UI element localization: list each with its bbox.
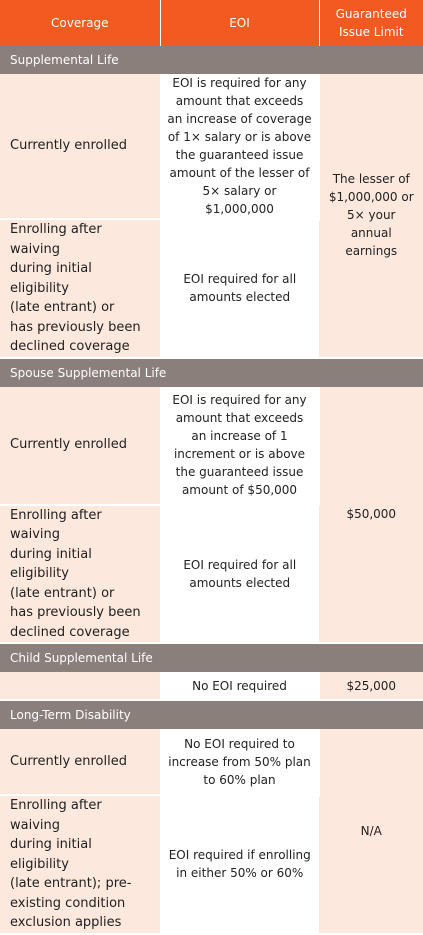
eoi-cell: EOI required for all amounts elected [160,504,319,644]
header-coverage: Coverage [0,0,161,46]
section-row-child-supplemental-life: Child Supplemental Life [0,643,423,672]
limit-cell: N/A [319,729,423,935]
coverage-cell: Currently enrolled [0,74,161,220]
header-guaranteed-issue-limit: Guaranteed Issue Limit [319,0,423,46]
limit-cell: The lesser of $1,000,000 or 5× your annu… [319,74,423,359]
coverage-cell: Currently enrolled [0,729,161,796]
section-row-spouse-supplemental-life: Spouse Supplemental Life [0,357,423,387]
table-row: Enrolling after waiving during initial e… [0,504,423,644]
eoi-cell: EOI is required for any amount that exce… [160,74,320,220]
eoi-cell: EOI required for all amounts elected [160,219,319,359]
eoi-cell: No EOI required [160,672,320,701]
table-row: Currently enrolled EOI is required for a… [0,386,423,644]
section-title: Long-Term Disability [0,700,423,729]
section-title: Supplemental Life [0,46,423,74]
section-row-long-term-disability: Long-Term Disability [0,700,423,729]
coverage-cell: Currently enrolled [0,386,161,506]
coverage-cell: Enrolling after waiving during initial e… [0,795,161,935]
coverage-cell-empty [0,672,161,701]
header-eoi: EOI [160,0,320,46]
section-title: Spouse Supplemental Life [0,357,423,387]
section-title: Child Supplemental Life [0,643,423,672]
limit-cell: $50,000 [319,386,423,644]
table-row: Enrolling after waiving during initial e… [0,219,423,359]
table-row: No EOI required $25,000 [0,672,423,701]
coverage-cell: Enrolling after waiving during initial e… [0,504,161,644]
limit-cell: $25,000 [319,672,423,701]
table-row: Currently enrolled EOI is required for a… [0,74,423,359]
section-row-supplemental-life: Supplemental Life [0,46,423,74]
eoi-cell: EOI required if enrolling in either 50% … [160,795,319,935]
eoi-cell: No EOI required to increase from 50% pla… [160,729,320,796]
table-row: Currently enrolled No EOI required to in… [0,729,423,935]
header-row: Coverage EOI Guaranteed Issue Limit [0,0,423,46]
eoi-cell: EOI is required for any amount that exce… [160,386,320,506]
coverage-cell: Enrolling after waiving during initial e… [0,219,161,359]
